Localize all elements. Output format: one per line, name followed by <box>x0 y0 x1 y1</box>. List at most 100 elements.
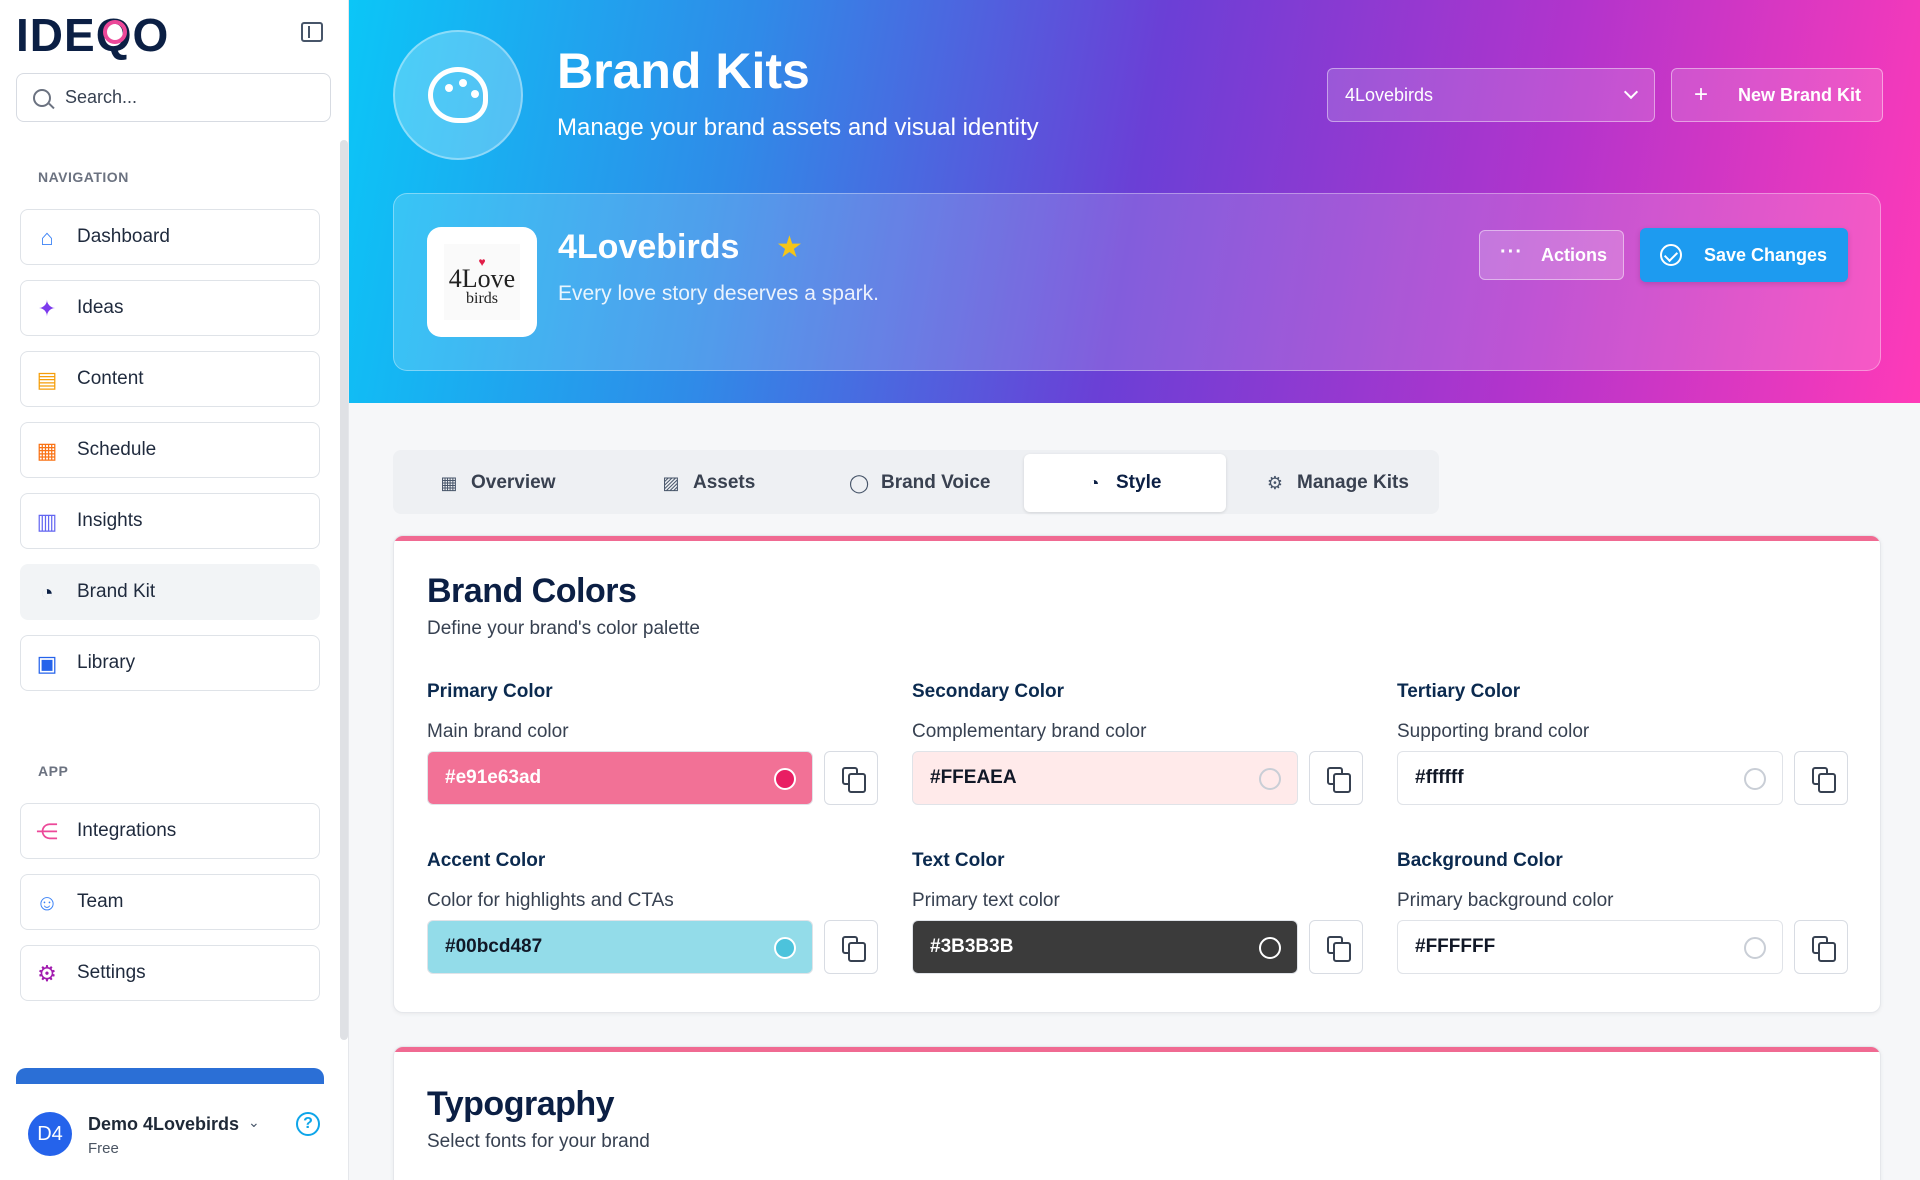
card-accent-bar <box>394 536 1880 541</box>
tab-manage-kits[interactable]: ⚙ Manage Kits <box>1265 454 1409 512</box>
color-picker-dot[interactable] <box>774 768 796 790</box>
tab-label: Overview <box>471 472 556 493</box>
sidebar-item-team[interactable]: ☺ Team <box>20 874 320 930</box>
color-value: #3B3B3B <box>930 936 1014 957</box>
brand-logo-line2: birds <box>466 290 498 307</box>
tab-style[interactable]: ◔ Style <box>1024 454 1226 512</box>
copy-background-color-button[interactable] <box>1794 920 1848 974</box>
app-logo[interactable]: IDEQO <box>16 9 170 61</box>
page-title: Brand Kits <box>557 43 810 99</box>
color-value: #FFFFFF <box>1415 936 1496 957</box>
user-plan: Free <box>88 1140 119 1157</box>
field-label: Text Color <box>912 850 1005 871</box>
field-description: Primary text color <box>912 890 1060 911</box>
accent-color-input[interactable]: #00bcd487 <box>427 920 813 974</box>
sidebar-scrollbar[interactable] <box>340 140 348 1040</box>
brand-colors-subtitle: Define your brand's color palette <box>427 618 700 639</box>
copy-text-color-button[interactable] <box>1309 920 1363 974</box>
images-icon: ▣ <box>36 651 58 676</box>
copy-secondary-color-button[interactable] <box>1309 751 1363 805</box>
tab-label: Assets <box>693 472 756 493</box>
sidebar-item-label: Content <box>77 368 144 389</box>
field-description: Main brand color <box>427 721 569 742</box>
tab-label: Brand Voice <box>881 472 991 493</box>
card-accent-bar <box>394 1047 1880 1052</box>
gear-icon: ⚙ <box>1266 473 1284 493</box>
copy-primary-color-button[interactable] <box>824 751 878 805</box>
chevron-down-icon: ⌄ <box>248 1114 260 1130</box>
star-icon[interactable]: ★ <box>776 231 803 264</box>
color-picker-dot[interactable] <box>1744 937 1766 959</box>
search-box[interactable] <box>16 73 331 122</box>
avatar: D4 <box>28 1112 72 1156</box>
tab-label: Style <box>1116 472 1162 493</box>
sidebar: IDEQO NAVIGATION ⌂ Dashboard ✦ Ideas ▤ C… <box>0 0 349 1180</box>
sidebar-item-label: Brand Kit <box>77 581 156 602</box>
image-icon: ▨ <box>662 473 680 493</box>
actions-label: Actions <box>1541 244 1608 265</box>
color-value: #e91e63ad <box>445 767 542 788</box>
tab-overview[interactable]: ▦ Overview <box>439 454 556 512</box>
field-label: Primary Color <box>427 681 553 702</box>
copy-accent-color-button[interactable] <box>824 920 878 974</box>
copy-tertiary-color-button[interactable] <box>1794 751 1848 805</box>
brand-kit-tabs: ▦ Overview ▨ Assets ◯ Brand Voice ◔ Styl… <box>393 450 1439 514</box>
palette-icon: ◔ <box>40 580 54 605</box>
tertiary-color-input[interactable]: #ffffff <box>1397 751 1783 805</box>
help-icon[interactable]: ? <box>296 1112 320 1136</box>
file-text-icon: ▤ <box>36 367 58 392</box>
sidebar-item-label: Schedule <box>77 439 157 460</box>
color-value: #00bcd487 <box>445 936 543 957</box>
color-picker-dot[interactable] <box>774 937 796 959</box>
primary-color-input[interactable]: #e91e63ad <box>427 751 813 805</box>
field-description: Supporting brand color <box>1397 721 1590 742</box>
palette-icon: ◔ <box>1088 473 1100 493</box>
sidebar-item-label: Integrations <box>77 820 177 841</box>
field-label: Tertiary Color <box>1397 681 1521 702</box>
sidebar-item-insights[interactable]: ▥ Insights <box>20 493 320 549</box>
palette-icon <box>428 67 488 123</box>
copy-icon <box>842 936 866 962</box>
sidebar-item-label: Team <box>77 891 124 912</box>
color-picker-dot[interactable] <box>1259 937 1281 959</box>
text-color-input[interactable]: #3B3B3B <box>912 920 1298 974</box>
tab-assets[interactable]: ▨ Assets <box>661 454 755 512</box>
plus-icon: + <box>1694 81 1709 108</box>
chevron-down-icon <box>1623 84 1639 100</box>
sidebar-item-dashboard[interactable]: ⌂ Dashboard <box>20 209 320 265</box>
sidebar-item-label: Settings <box>77 962 146 983</box>
sidebar-item-settings[interactable]: ⚙ Settings <box>20 945 320 1001</box>
brand-logo[interactable]: ♥ 4Love birds <box>427 227 537 337</box>
users-icon: ☺ <box>35 890 59 915</box>
message-circle-icon: ◯ <box>849 473 870 493</box>
sidebar-item-brand-kit[interactable]: ◔ Brand Kit <box>20 564 320 620</box>
sidebar-item-ideas[interactable]: ✦ Ideas <box>20 280 320 336</box>
sidebar-item-library[interactable]: ▣ Library <box>20 635 320 691</box>
brand-kit-select[interactable]: 4Lovebirds <box>1327 68 1655 122</box>
app-section-label: APP <box>38 763 69 779</box>
brand-kit-summary: ♥ 4Love birds 4Lovebirds ★ Every love st… <box>393 193 1881 371</box>
sidebar-item-content[interactable]: ▤ Content <box>20 351 320 407</box>
brand-kit-tagline: Every love story deserves a spark. <box>558 282 879 305</box>
actions-button[interactable]: ··· Actions <box>1479 230 1624 280</box>
sidebar-item-schedule[interactable]: ▦ Schedule <box>20 422 320 478</box>
copy-icon <box>1812 767 1836 793</box>
save-changes-button[interactable]: Save Changes <box>1640 228 1848 282</box>
tab-brand-voice[interactable]: ◯ Brand Voice <box>849 454 990 512</box>
bar-chart-icon: ▥ <box>36 509 58 534</box>
copy-icon <box>1812 936 1836 962</box>
search-input[interactable] <box>65 87 305 108</box>
sidebar-collapse-icon[interactable] <box>301 22 323 42</box>
color-value: #ffffff <box>1415 767 1464 788</box>
background-color-input[interactable]: #FFFFFF <box>1397 920 1783 974</box>
brand-logo-line1: 4Love <box>448 264 516 293</box>
secondary-color-input[interactable]: #FFEAEA <box>912 751 1298 805</box>
new-brand-kit-button[interactable]: + New Brand Kit <box>1671 68 1883 122</box>
upgrade-banner[interactable] <box>16 1068 324 1084</box>
color-picker-dot[interactable] <box>1259 768 1281 790</box>
header-badge <box>393 30 523 160</box>
home-icon: ⌂ <box>40 225 54 250</box>
color-picker-dot[interactable] <box>1744 768 1766 790</box>
field-description: Primary background color <box>1397 890 1614 911</box>
sidebar-item-integrations[interactable]: ⋲ Integrations <box>20 803 320 859</box>
